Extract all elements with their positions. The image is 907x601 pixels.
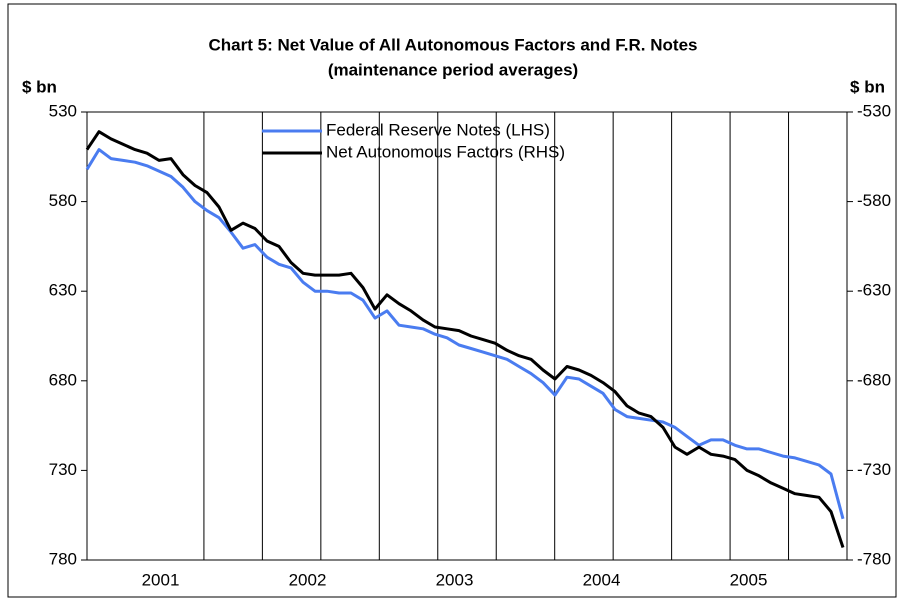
y2-tick-label: -680 (857, 370, 891, 389)
series-line (85, 148, 845, 520)
frame (7, 3, 897, 598)
y2-tick-label: -630 (857, 281, 891, 300)
y-tick-label: 680 (49, 370, 77, 389)
x-tick-label: 2001 (142, 570, 180, 589)
legend-label: Federal Reserve Notes (LHS) (326, 120, 550, 139)
y2-tick-label: -530 (857, 101, 891, 120)
plot-area (86, 111, 848, 561)
y-tick-label: 580 (49, 191, 77, 210)
x-tick-label: 2005 (730, 570, 768, 589)
y-tick-label: 530 (49, 101, 77, 120)
series-line (85, 130, 845, 548)
x-tick-label: 2004 (583, 570, 621, 589)
y2-tick-label: -730 (857, 460, 891, 479)
y2-tick-label: -580 (857, 191, 891, 210)
y-tick-label: 630 (49, 281, 77, 300)
x-tick-label: 2003 (436, 570, 474, 589)
y-tick-label: 730 (49, 460, 77, 479)
y-axis-label: $ bn (22, 77, 57, 96)
x-tick-label: 2002 (289, 570, 327, 589)
chart-title: Chart 5: Net Value of All Autonomous Fac… (209, 35, 698, 54)
y-tick-label: 780 (49, 549, 77, 568)
y2-axis-label: $ bn (850, 77, 885, 96)
chart-subtitle: (maintenance period averages) (328, 60, 578, 79)
legend-label: Net Autonomous Factors (RHS) (326, 142, 565, 161)
y2-tick-label: -780 (857, 549, 891, 568)
